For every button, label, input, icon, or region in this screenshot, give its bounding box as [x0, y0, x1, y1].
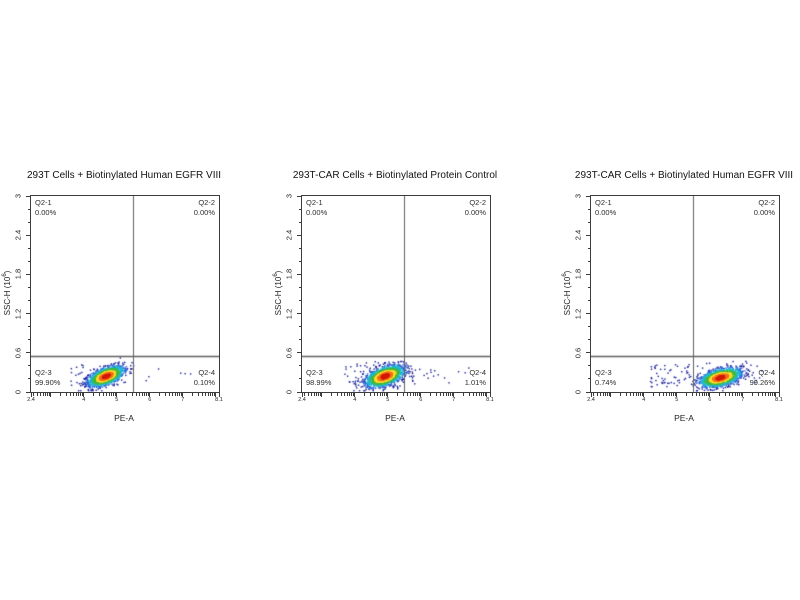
x-tick-label: 105 — [111, 397, 119, 600]
y-axis-label: SSC-H (106) — [273, 270, 283, 316]
x-tick-label: 102.4 — [23, 397, 35, 600]
x-tick-label: 106 — [144, 397, 152, 600]
quadrant-stat-q2-4: Q2-4 0.10% — [193, 368, 215, 387]
flow-plot-panel-2: 293T-CAR Cells + Biotinylated Protein Co… — [271, 168, 503, 600]
quadrant-stat-q2-3: Q2-3 99.90% — [35, 368, 61, 387]
plot-area: 102.4 104 105 106 107 108.1 0 0.6 1.2 1.8 2.4 3 Q2… — [14, 194, 223, 600]
quadrant-stat-q2-4: Q2-4 99.26% — [749, 368, 775, 387]
plot-title: 293T-CAR Cells + Biotinylated Protein Co… — [292, 170, 498, 181]
quadrant-stat-q2-3: Q2-3 98.99% — [306, 368, 332, 387]
scatter-canvas — [591, 196, 779, 392]
y-axis-label: SSC-H (106) — [2, 270, 12, 316]
plot-area: 102.4 104 105 106 107 108.1 0 0.6 1.2 1.8 2.4 3 Q2… — [574, 194, 783, 600]
y-tick-label: 0.6 — [573, 347, 583, 359]
quadrant-stat-q2-3: Q2-3 0.74% — [595, 368, 617, 387]
x-tick-label: 105 — [382, 397, 390, 600]
scatter-canvas — [31, 196, 219, 392]
y-tick-label: 2.4 — [573, 229, 583, 241]
quadrant-stat-q2-1: Q2-1 0.00% — [595, 198, 617, 217]
x-tick-label: 106 — [415, 397, 423, 600]
quadrant-stat-q2-2: Q2-2 0.00% — [193, 198, 215, 217]
quadrant-stat-q2-1: Q2-1 0.00% — [35, 198, 57, 217]
quadrant-stat-q2-4: Q2-4 1.01% — [464, 368, 486, 387]
flow-plot-panel-1: 293T Cells + Biotinylated Human EGFR VII… — [0, 168, 232, 600]
y-tick-label: 0.6 — [284, 347, 294, 359]
y-tick-label: 0 — [13, 389, 23, 395]
x-axis-label: PE-A — [674, 413, 694, 423]
plot-title: 293T-CAR Cells + Biotinylated Human EGFR… — [574, 170, 794, 181]
x-tick-label: 107 — [448, 397, 456, 600]
x-tick-label: 108.1 — [771, 397, 783, 600]
y-tick-label: 0.6 — [13, 347, 23, 359]
y-tick-label: 1.8 — [13, 269, 23, 280]
x-axis-label: PE-A — [385, 413, 405, 423]
x-tick-label: 104 — [349, 397, 357, 600]
scatter-canvas — [302, 196, 490, 392]
x-tick-label: 108.1 — [211, 397, 223, 600]
y-tick-label: 1.8 — [573, 269, 583, 280]
plot-title: 293T Cells + Biotinylated Human EGFR VII… — [26, 170, 222, 181]
x-tick-label: 104 — [638, 397, 646, 600]
y-tick-label: 1.2 — [13, 308, 23, 319]
y-tick-label: 0 — [573, 389, 583, 395]
quadrant-stat-q2-2: Q2-2 0.00% — [753, 198, 775, 217]
x-axis-label: PE-A — [114, 413, 134, 423]
y-tick-label: 1.2 — [573, 308, 583, 319]
y-tick-label: 3 — [13, 193, 23, 199]
x-tick-label: 106 — [704, 397, 712, 600]
y-tick-label: 0 — [284, 389, 294, 395]
y-tick-label: 3 — [573, 193, 583, 199]
plot-area: 102.4 104 105 106 107 108.1 0 0.6 1.2 1.8 2.4 3 Q2… — [285, 194, 494, 600]
x-tick-label: 107 — [177, 397, 185, 600]
quadrant-stat-q2-2: Q2-2 0.00% — [464, 198, 486, 217]
quadrant-stat-q2-1: Q2-1 0.00% — [306, 198, 328, 217]
y-tick-label: 2.4 — [13, 229, 23, 241]
y-tick-label: 1.8 — [284, 269, 294, 280]
y-tick-label: 2.4 — [284, 229, 294, 241]
x-tick-label: 107 — [737, 397, 745, 600]
flow-plot-panel-3: 293T-CAR Cells + Biotinylated Human EGFR… — [560, 168, 794, 600]
y-axis-label: SSC-H (106) — [562, 270, 572, 316]
x-tick-label: 104 — [78, 397, 86, 600]
x-tick-label: 102.4 — [583, 397, 595, 600]
x-tick-label: 102.4 — [294, 397, 306, 600]
x-tick-label: 108.1 — [482, 397, 494, 600]
x-tick-label: 105 — [671, 397, 679, 600]
y-tick-label: 1.2 — [284, 308, 294, 319]
y-tick-label: 3 — [284, 193, 294, 199]
